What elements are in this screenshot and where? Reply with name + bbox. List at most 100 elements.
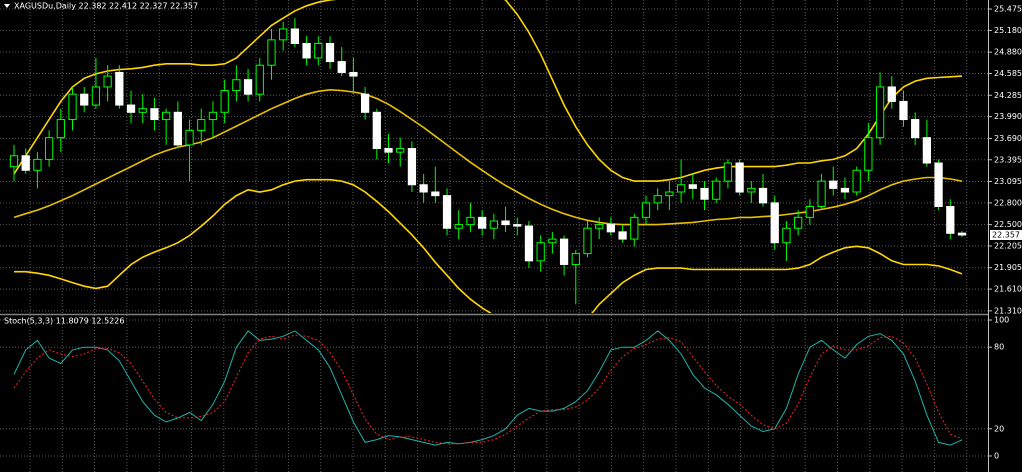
candle-body [302,42,311,59]
candle-body [501,220,510,226]
candle-body [91,86,101,106]
candle-body [688,184,697,189]
candle-body [243,79,253,95]
candle-body [489,220,498,229]
grid [0,0,988,472]
candle-body [887,86,896,102]
y-tick-label: 21.610 [994,285,1022,294]
candle-body [419,184,428,193]
candle-body [290,28,300,44]
candle-body [747,187,756,193]
y-tick-label: 22.500 [994,220,1022,229]
candle-body [946,205,955,234]
candle-body [524,225,534,262]
candle-body [56,119,65,139]
candle-body [349,71,358,77]
last-price-box [990,229,1022,240]
candle-body [360,93,370,113]
candle-body [220,90,229,113]
indicator-line [13,0,963,182]
candle-body [162,111,171,121]
y-tick-label: 23.395 [994,155,1022,164]
candle-body [618,231,627,240]
candle-body [864,137,873,171]
candle-body [630,216,639,240]
candle-body [583,227,592,255]
y-tick-label: 80 [994,343,1004,352]
menu-icon [4,4,10,8]
candle-body [934,162,943,207]
candle-body [466,216,475,226]
candle-body [712,180,721,200]
y-tick-label: 24.585 [994,69,1022,78]
candle-body [396,148,405,153]
candle-body [454,224,463,229]
candle-body [173,111,182,146]
candle-body [138,108,147,113]
candle-body [372,111,381,150]
candle-body [126,104,136,113]
y-tick-label: 21.905 [994,263,1022,272]
price-axis: 25.475 25.180 24.880 24.585 24.285 23.990 23.6… [988,5,1022,460]
candle-body [571,253,580,265]
y-tick-label: 23.990 [994,112,1022,121]
candle-body [232,79,241,92]
candle-body [559,238,569,265]
candle-body [21,155,30,171]
candle-body [641,202,651,218]
y-tick-label: 22.800 [994,198,1022,207]
candle-body [44,137,54,160]
candle-body [279,28,288,41]
indicator-title: Stoch(5,3,3) 11.8079 12.5226 [4,317,124,326]
y-tick-label: 23.095 [994,177,1022,186]
candle-body [665,191,674,197]
candle-body [536,242,545,262]
candle-body [103,75,112,88]
candle-body [197,119,206,131]
candle-body [33,158,42,171]
candle-body [899,100,908,121]
y-tick-label: 0 [994,451,999,460]
candle-body [676,184,686,193]
y-tick-label: 25.475 [994,5,1022,14]
y-tick-label: 24.880 [994,48,1022,57]
candle-body [9,155,19,168]
candle-body [513,224,522,227]
candle-body [337,61,346,73]
candle-body [653,195,662,204]
candle-body [770,202,779,244]
candle-body [595,224,604,229]
candle-body [185,129,194,146]
candle-body [700,187,709,200]
candle-body [208,111,218,121]
candle-body [478,216,487,229]
indicator-line [13,330,963,446]
candle-body [840,187,850,193]
candle-body [314,42,323,59]
y-tick-label: 24.285 [994,91,1022,100]
candle-body [758,187,768,204]
candle-body [794,216,803,229]
candle-body [723,162,733,182]
stochastic-panel [13,330,963,446]
candle-body [115,71,124,106]
candle-body [957,232,967,236]
y-tick-label: 25.180 [994,26,1022,35]
candle-body [442,195,452,229]
candle-body [150,108,159,121]
indicator-line [13,334,963,445]
y-tick-label: 20 [994,424,1004,433]
candle-body [80,93,89,106]
last-price-label: 22.357 [992,230,1020,239]
candle-body [606,224,616,233]
y-tick-label: 21.310 [994,306,1022,315]
indicator-line [14,178,963,313]
candle-body [68,93,77,121]
candle-body [325,42,335,63]
candle-body [255,64,264,95]
y-tick-label: 23.690 [994,134,1022,143]
indicator-line [13,88,963,226]
candle-body [911,119,920,139]
candle-body [875,86,885,139]
